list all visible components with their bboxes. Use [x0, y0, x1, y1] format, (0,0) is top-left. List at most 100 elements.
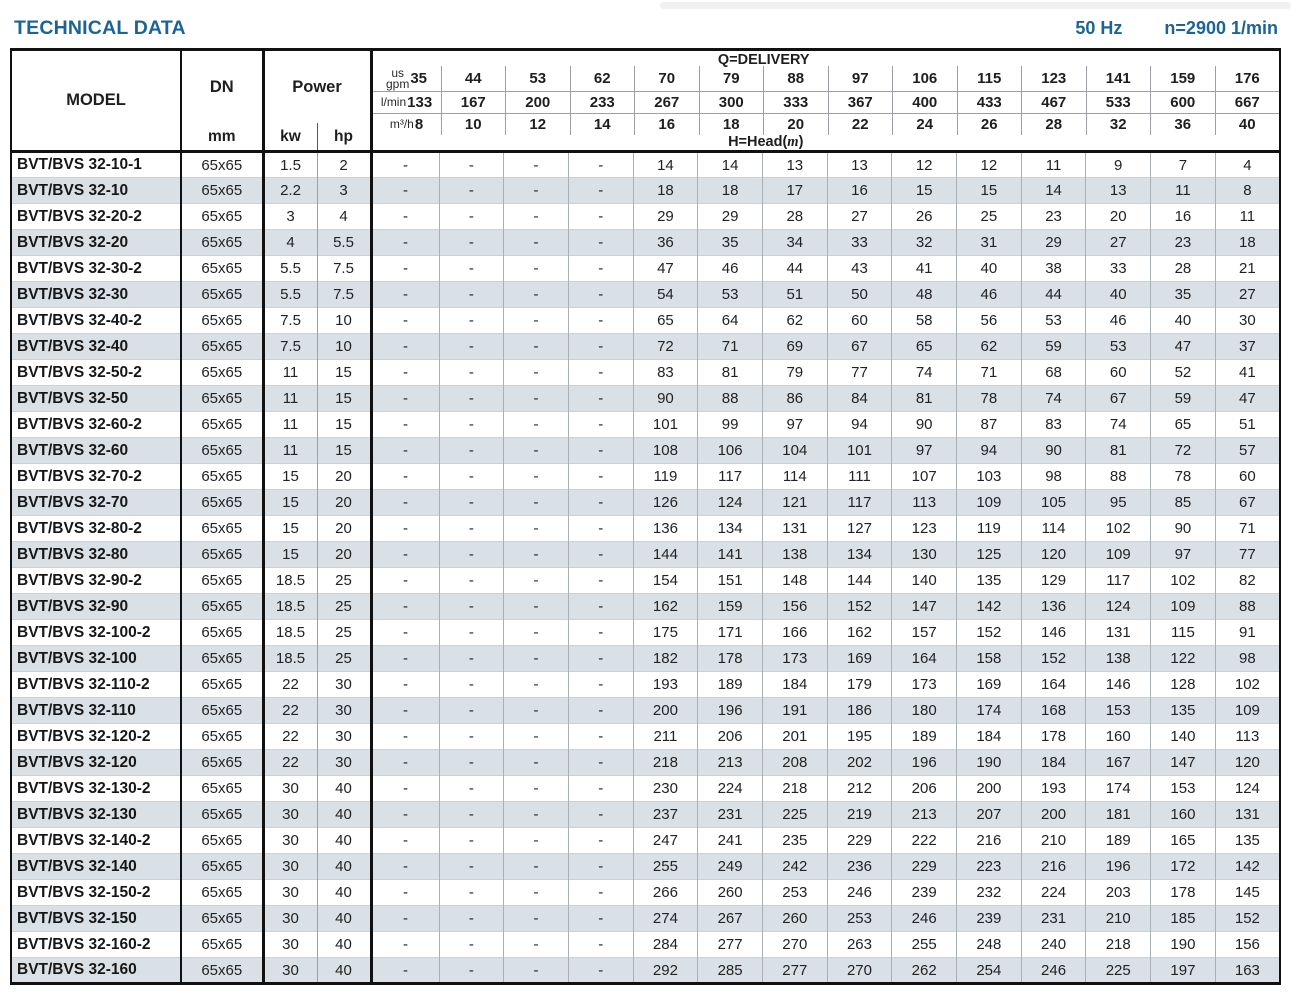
head-value-cell: 69 [761, 333, 828, 360]
head-value-cell: - [438, 515, 504, 542]
hp-cell: 40 [317, 853, 373, 880]
head-value-cell: - [403, 286, 408, 303]
kw-cell: 11 [263, 411, 318, 438]
head-value-cell: 186 [826, 697, 892, 724]
head-value-cell: 232 [956, 879, 1022, 906]
kw-cell: 5.5 [263, 281, 318, 308]
head-value-cell: 196 [891, 749, 957, 776]
head-value-cell: 216 [956, 827, 1022, 854]
head-value-cell: - [438, 593, 504, 620]
head-value-cell: 224 [697, 775, 763, 802]
delivery-unit-label: l/min [380, 95, 407, 109]
head-value-cell: 90 [1150, 515, 1216, 542]
head-value-cell: - [438, 151, 504, 178]
head-value-cell: 102 [1085, 515, 1151, 542]
head-value-cell: 25 [956, 203, 1022, 230]
model-cell: BVT/BVS 32-20-2 [11, 203, 182, 230]
head-value-cell: 222 [891, 827, 957, 854]
head-value-cell: - [503, 697, 569, 724]
delivery-header-cell: 32 [1085, 114, 1151, 135]
head-value-cell: 277 [697, 931, 763, 958]
head-value-cell: - [438, 827, 504, 854]
head-value-cell: - [567, 385, 634, 412]
head-value-cell: - [403, 676, 408, 693]
kw-cell: 30 [263, 957, 318, 984]
head-value-cell: 67 [826, 333, 892, 360]
head-value-cell: 105 [1020, 489, 1086, 516]
head-value-cell: 51 [1214, 411, 1280, 438]
delivery-column-header: Q=DELIVERY us gpm 35 44 53 62 70 79 88 97 106 115 12… [371, 50, 1280, 152]
model-cell: BVT/BVS 32-50-2 [11, 359, 182, 386]
table-row: BVT/BVS 32-40 65x65 7.5 10- - - -72 71 69 67 65 62 5… [11, 333, 1280, 360]
table-row: BVT/BVS 32-90 65x65 18.5 25- - - -162 159 156 152… [11, 593, 1280, 620]
head-value-cell: 81 [891, 385, 957, 412]
head-value-cell: 15 [956, 177, 1022, 204]
head-value-cell: 71 [697, 333, 763, 360]
table-row: BVT/BVS 32-130-2 65x65 30 40- - - -230 224 218 21… [11, 775, 1280, 802]
head-value-cell: - [403, 312, 408, 329]
head-value-cell: - [503, 151, 569, 178]
head-value-cell: - [567, 775, 634, 802]
head-value-cell: 97 [1150, 541, 1216, 568]
head-value-cell: 216 [1020, 853, 1086, 880]
head-value-cell: 135 [1214, 827, 1280, 854]
head-value-cell: 119 [956, 515, 1022, 542]
dn-cell: 65x65 [181, 567, 265, 594]
head-value-cell: 140 [1150, 723, 1216, 750]
delivery-header-cell: 400 [892, 92, 957, 113]
model-cell: BVT/BVS 32-50 [11, 385, 182, 412]
hp-cell: 10 [317, 333, 373, 360]
table-row: BVT/BVS 32-50-2 65x65 11 15- - - -83 81 79 77 74 71… [11, 359, 1280, 386]
model-cell: BVT/BVS 32-110-2 [11, 671, 182, 698]
head-value-cell: 184 [761, 671, 828, 698]
dn-cell: 65x65 [181, 229, 265, 256]
head-value-cell: 46 [697, 255, 763, 282]
kw-cell: 18.5 [263, 567, 318, 594]
head-value-cell: - [503, 541, 569, 568]
head-value-cell: 260 [761, 905, 828, 932]
head-value-cell: - [438, 203, 504, 230]
technical-data-table: MODEL DN mm Power kw hp [10, 48, 1281, 985]
delivery-header-cell: 333 [763, 92, 828, 113]
head-value-cell: 135 [956, 567, 1022, 594]
hp-cell: 5.5 [317, 229, 373, 256]
hp-cell: 3 [317, 177, 373, 204]
model-cell: BVT/BVS 32-120-2 [11, 723, 182, 750]
hp-cell: 4 [317, 203, 373, 230]
head-value-cell: 68 [1020, 359, 1086, 386]
head-value-cell: 141 [697, 541, 763, 568]
head-value-cell: 131 [1214, 801, 1280, 828]
head-value-cell: 121 [761, 489, 828, 516]
head-value-cell: 274 [632, 905, 698, 932]
head-value-cell: 18 [632, 177, 698, 204]
head-value-cell: 184 [1020, 749, 1086, 776]
hp-cell: 30 [317, 697, 373, 724]
head-value-cell: 11 [1150, 177, 1216, 204]
model-cell: BVT/BVS 32-160-2 [11, 931, 182, 958]
dn-cell: 65x65 [181, 905, 265, 932]
dn-cell: 65x65 [181, 463, 265, 490]
table-row: BVT/BVS 32-80 65x65 15 20- - - -144 141 138 134 13… [11, 541, 1280, 568]
head-value-cell: 138 [761, 541, 828, 568]
head-value-cell: 78 [1150, 463, 1216, 490]
delivery-header-cell: 267 [634, 92, 699, 113]
delivery-header-cell: 28 [1021, 114, 1086, 135]
kw-cell: 30 [263, 905, 318, 932]
head-value-cell: 212 [826, 775, 892, 802]
head-value-cell: 7 [1150, 151, 1216, 178]
dn-cell: 65x65 [181, 827, 265, 854]
head-value-cell: - [438, 671, 504, 698]
head-value-cell: 113 [891, 489, 957, 516]
head-value-cell: 98 [1214, 645, 1280, 672]
delivery-header-cell: 123 [1021, 66, 1086, 91]
dn-unit-label: mm [207, 127, 236, 145]
model-cell: BVT/BVS 32-140-2 [11, 827, 182, 854]
head-value-cell: - [567, 255, 634, 282]
head-value-cell: - [567, 177, 634, 204]
kw-cell: 22 [263, 723, 318, 750]
hp-cell: 40 [317, 957, 373, 984]
kw-cell: 30 [263, 775, 318, 802]
head-value-cell: 44 [1020, 281, 1086, 308]
head-value-cell: 74 [891, 359, 957, 386]
power-column-header: Power kw hp [263, 49, 373, 152]
